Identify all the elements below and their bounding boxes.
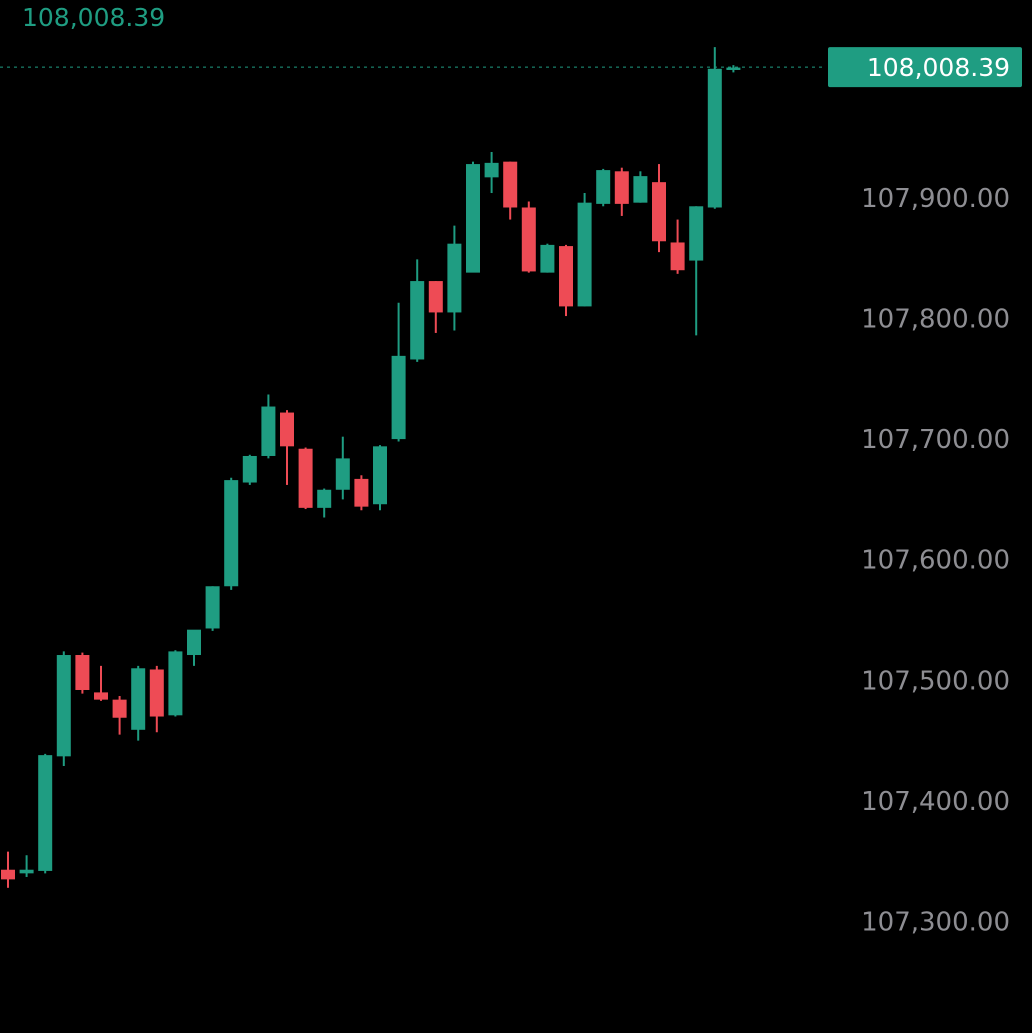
current-price-tag (828, 47, 1022, 88)
candle-body-down (354, 478, 369, 507)
candle-body-up (410, 281, 425, 360)
y-tick-label: 107,500.00 (861, 666, 1010, 696)
candle-body-up (56, 655, 71, 757)
candle-body-down (428, 281, 443, 313)
y-tick-label: 107,700.00 (861, 425, 1010, 455)
candle-body-up (187, 629, 201, 656)
candle-body-down (75, 655, 90, 690)
candle-body-down (112, 699, 127, 718)
candle-body-down (614, 171, 629, 204)
candle-body-up (726, 67, 741, 70)
candle-body-up (373, 446, 387, 505)
candle-body-up (707, 68, 722, 208)
y-tick-label: 107,300.00 (861, 908, 1010, 938)
candle-body-up (596, 170, 611, 204)
candle-body-down (670, 242, 685, 271)
candle-body-up (224, 480, 239, 587)
candle-body-down (298, 448, 313, 508)
candle-body-down (652, 182, 666, 242)
candle-body-up (391, 355, 406, 440)
candle-body-up (168, 651, 183, 716)
candle-body-up (19, 869, 34, 874)
candle-body-down (1, 869, 15, 880)
candle-body-up (633, 176, 648, 203)
y-tick-label: 107,400.00 (861, 787, 1010, 817)
candle-body-up (689, 206, 704, 261)
current-price-tag-label: 108,008.39 (867, 53, 1010, 82)
candle-body-up (335, 458, 350, 490)
price-axis: 107,900.00 107,800.00 107,700.00 107,600.00… (861, 184, 1010, 938)
candle-body-up (447, 243, 462, 313)
y-tick-label: 107,600.00 (861, 546, 1010, 576)
candle-body-up (242, 455, 257, 483)
candle-body-down (280, 412, 294, 447)
candle-body-up (577, 202, 592, 307)
candle-body-up (540, 244, 555, 273)
candles-group (1, 47, 741, 888)
candle-body-up (131, 668, 146, 730)
candle-body-up (484, 162, 499, 178)
candle-body-up (205, 586, 220, 629)
candle-body-up (466, 164, 480, 273)
candle-body-up (38, 755, 53, 871)
candle-body-down (94, 692, 108, 700)
candle-body-down (521, 207, 536, 272)
candle-body-down (149, 669, 164, 717)
candle-body-down (503, 161, 518, 208)
candle-body-up (261, 406, 276, 456)
y-tick-label: 107,900.00 (861, 184, 1010, 214)
y-tick-label: 107,800.00 (861, 304, 1010, 334)
candle-body-up (317, 489, 332, 508)
current-price-label: 108,008.39 (22, 3, 165, 32)
candle-body-down (559, 246, 573, 307)
